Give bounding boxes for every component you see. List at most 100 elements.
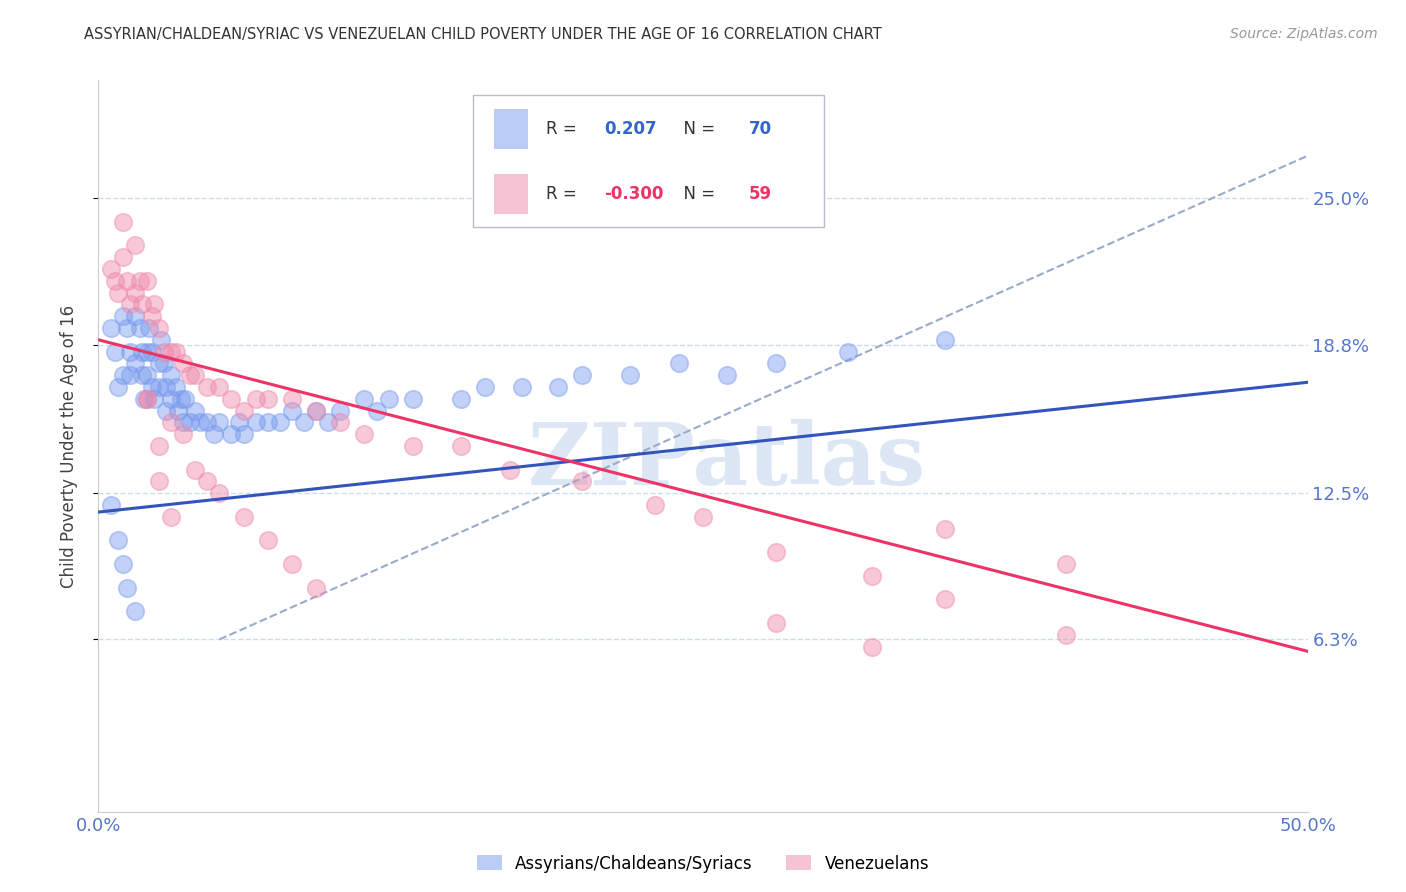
Text: Source: ZipAtlas.com: Source: ZipAtlas.com bbox=[1230, 27, 1378, 41]
Point bbox=[143, 297, 166, 311]
Point bbox=[169, 392, 191, 406]
Point bbox=[135, 344, 157, 359]
Point bbox=[138, 321, 160, 335]
Point bbox=[269, 416, 291, 430]
Point bbox=[141, 380, 163, 394]
Point bbox=[148, 321, 170, 335]
Text: 59: 59 bbox=[749, 185, 772, 202]
Point bbox=[124, 604, 146, 618]
Point bbox=[329, 403, 352, 417]
Point bbox=[135, 368, 157, 383]
Point bbox=[221, 427, 243, 442]
Point bbox=[195, 380, 218, 394]
Point bbox=[208, 416, 231, 430]
Point bbox=[172, 356, 194, 370]
Point bbox=[195, 475, 218, 489]
Point bbox=[228, 416, 250, 430]
Legend: Assyrians/Chaldeans/Syriacs, Venezuelans: Assyrians/Chaldeans/Syriacs, Venezuelans bbox=[470, 848, 936, 880]
Point bbox=[934, 522, 956, 536]
Point bbox=[160, 344, 183, 359]
Bar bbox=[494, 174, 527, 214]
Point bbox=[131, 344, 153, 359]
Point bbox=[510, 380, 533, 394]
Point bbox=[450, 439, 472, 453]
Text: -0.300: -0.300 bbox=[603, 185, 664, 202]
Point bbox=[316, 416, 339, 430]
Point bbox=[692, 509, 714, 524]
Point bbox=[256, 533, 278, 548]
Point bbox=[143, 392, 166, 406]
Point bbox=[329, 416, 352, 430]
Point bbox=[765, 615, 787, 630]
Point bbox=[860, 568, 883, 582]
Text: N =: N = bbox=[673, 120, 720, 138]
Point bbox=[179, 368, 201, 383]
Point bbox=[450, 392, 472, 406]
Point bbox=[135, 274, 157, 288]
Point bbox=[141, 344, 163, 359]
Point bbox=[174, 392, 197, 406]
Text: 70: 70 bbox=[749, 120, 772, 138]
Point bbox=[131, 297, 153, 311]
Point bbox=[232, 509, 254, 524]
Point bbox=[124, 356, 146, 370]
Point bbox=[100, 498, 122, 512]
Point bbox=[195, 416, 218, 430]
Point bbox=[184, 462, 207, 476]
Point bbox=[131, 368, 153, 383]
Point bbox=[547, 380, 569, 394]
Point bbox=[117, 581, 139, 595]
Point bbox=[160, 509, 183, 524]
Point bbox=[117, 274, 139, 288]
Point bbox=[934, 592, 956, 607]
Point bbox=[148, 439, 170, 453]
Point bbox=[221, 392, 243, 406]
Point bbox=[124, 310, 146, 324]
Point bbox=[118, 368, 141, 383]
Point bbox=[188, 416, 211, 430]
Y-axis label: Child Poverty Under the Age of 16: Child Poverty Under the Age of 16 bbox=[59, 304, 77, 588]
Point bbox=[402, 439, 425, 453]
Point bbox=[366, 403, 388, 417]
Point bbox=[165, 344, 187, 359]
Point bbox=[107, 285, 129, 300]
Point bbox=[1054, 557, 1077, 571]
Point bbox=[152, 356, 174, 370]
Point bbox=[155, 380, 177, 394]
Point bbox=[160, 368, 183, 383]
Point bbox=[152, 344, 174, 359]
Point bbox=[160, 416, 183, 430]
Point bbox=[135, 392, 157, 406]
Point bbox=[111, 368, 134, 383]
Point bbox=[474, 380, 496, 394]
Point bbox=[305, 403, 328, 417]
Point bbox=[118, 297, 141, 311]
Point bbox=[837, 344, 859, 359]
Point bbox=[860, 640, 883, 654]
Point bbox=[292, 416, 315, 430]
Point bbox=[934, 333, 956, 347]
Point bbox=[245, 416, 267, 430]
Point bbox=[179, 416, 201, 430]
Text: 0.207: 0.207 bbox=[603, 120, 657, 138]
Point bbox=[128, 321, 150, 335]
Point bbox=[668, 356, 690, 370]
Point bbox=[104, 274, 127, 288]
Point bbox=[644, 498, 666, 512]
Text: ASSYRIAN/CHALDEAN/SYRIAC VS VENEZUELAN CHILD POVERTY UNDER THE AGE OF 16 CORRELA: ASSYRIAN/CHALDEAN/SYRIAC VS VENEZUELAN C… bbox=[84, 27, 882, 42]
Point bbox=[716, 368, 738, 383]
Point bbox=[281, 403, 304, 417]
Point bbox=[111, 250, 134, 264]
Point bbox=[281, 392, 304, 406]
Point bbox=[141, 310, 163, 324]
Point bbox=[124, 285, 146, 300]
Point bbox=[111, 215, 134, 229]
Point bbox=[107, 533, 129, 548]
Point bbox=[245, 392, 267, 406]
FancyBboxPatch shape bbox=[474, 95, 824, 227]
Point bbox=[184, 403, 207, 417]
Point bbox=[208, 486, 231, 500]
Point bbox=[281, 557, 304, 571]
Text: R =: R = bbox=[546, 120, 582, 138]
Text: ZIPatlas: ZIPatlas bbox=[529, 418, 927, 502]
